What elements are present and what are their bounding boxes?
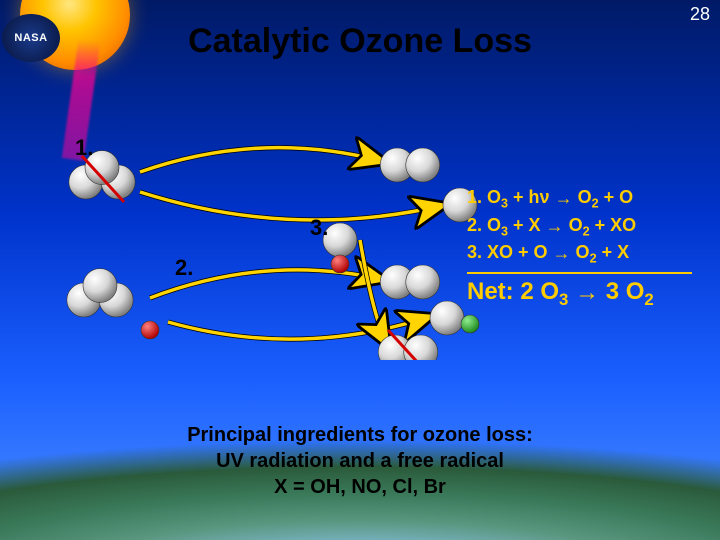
bottom-text: Principal ingredients for ozone loss: UV… (0, 422, 720, 500)
equation-2: 2. O3 + X → O2 + XO (467, 213, 692, 241)
molecule-o3 (67, 269, 133, 317)
step-label: 1. (75, 135, 93, 161)
bottom-line-3: X = OH, NO, Cl, Br (0, 474, 720, 500)
bottom-line-1: Principal ingredients for ozone loss: (0, 422, 720, 448)
equation-1: 1. O3 + hν → O2 + O (467, 185, 692, 213)
molecule-o2b (378, 330, 438, 360)
step-label: 2. (175, 255, 193, 281)
equation-divider (467, 272, 692, 274)
reaction-diagram (60, 120, 480, 360)
molecule-o2 (380, 265, 440, 299)
equation-3: 3. XO + O → O2 + X (467, 240, 692, 268)
step-label: 3. (310, 215, 328, 241)
molecule-x (141, 321, 159, 339)
bottom-line-2: UV radiation and a free radical (0, 448, 720, 474)
slide: 28 Catalytic Ozone Loss 1.2.3. 1 (0, 0, 720, 540)
slide-title: Catalytic Ozone Loss (0, 22, 720, 61)
molecule-o2 (380, 148, 440, 182)
equations-block: 1. O3 + hν → O2 + O 2. O3 + X → O2 + XO … (467, 185, 692, 311)
equation-net: Net: 2 O3 → 3 O2 (467, 276, 692, 311)
